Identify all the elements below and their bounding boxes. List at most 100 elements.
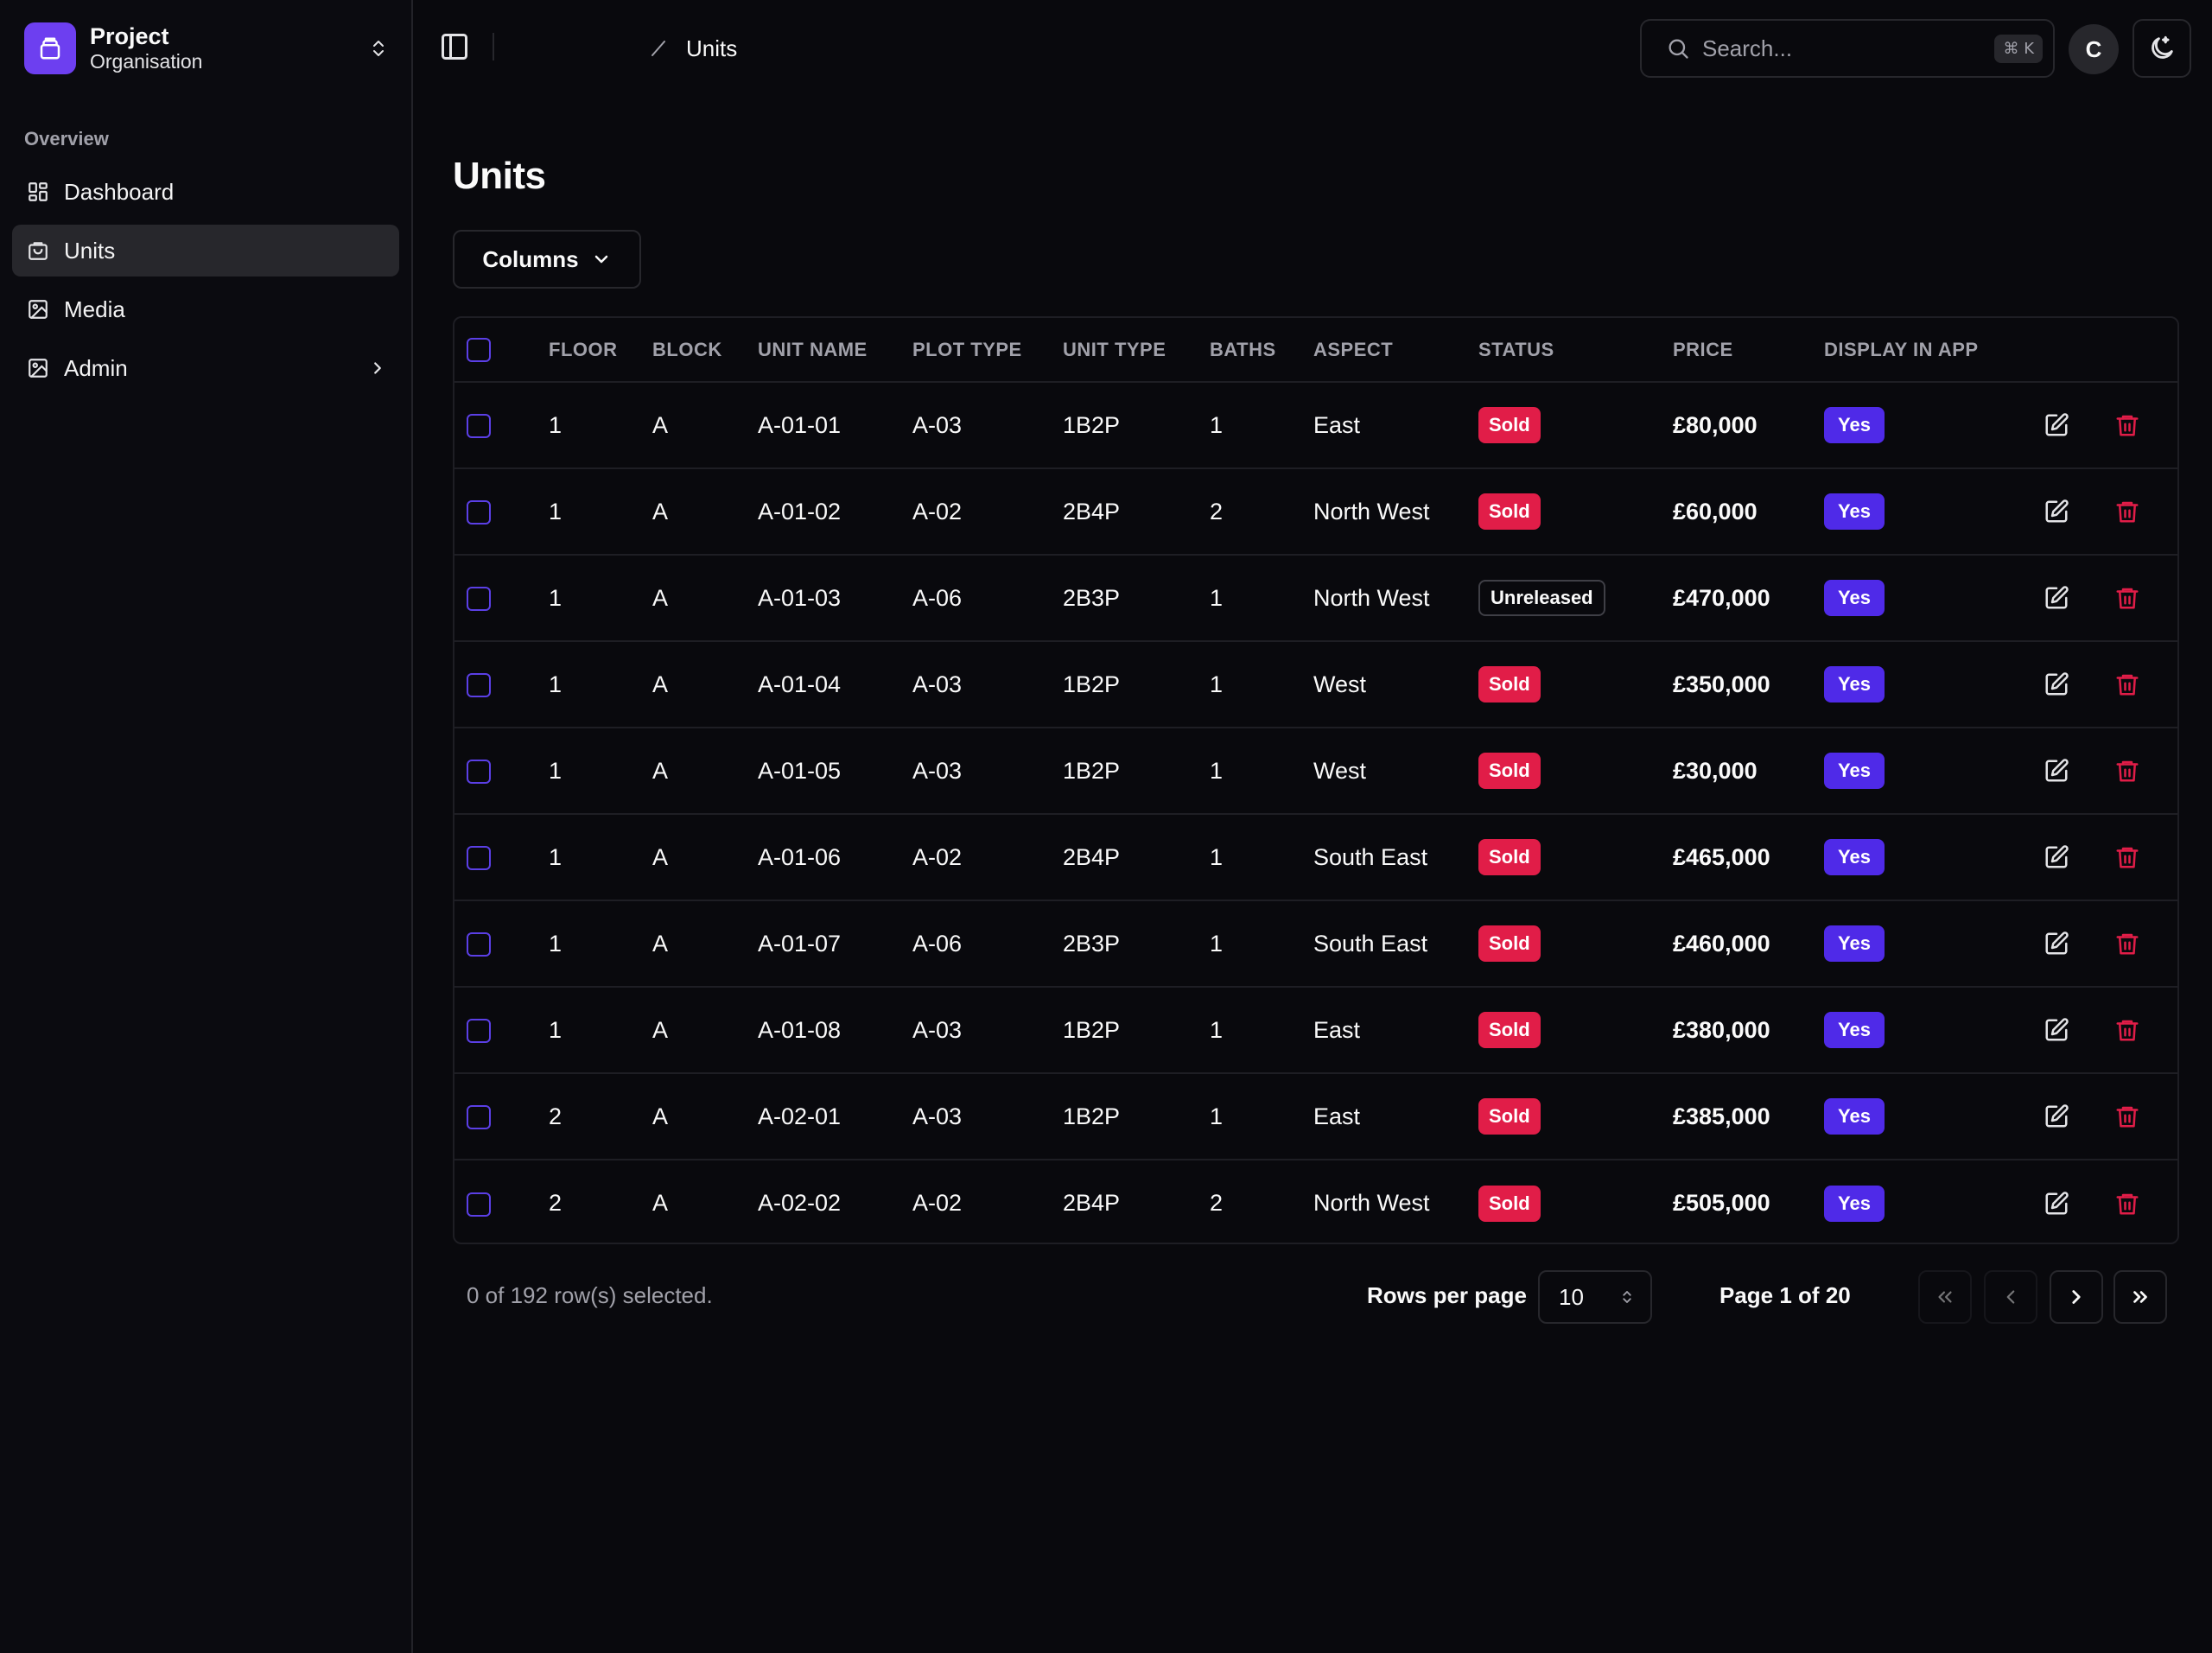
table-row[interactable]: 1 A A-01-01 A-03 1B2P 1 East Sold £80,000 Yes	[454, 382, 2177, 469]
status-badge: Sold	[1478, 925, 1541, 962]
column-header-baths[interactable]: BATHS	[1209, 318, 1313, 383]
first-page-button[interactable]	[1918, 1270, 1972, 1324]
org-name: Project	[90, 23, 169, 49]
avatar[interactable]: C	[2069, 24, 2119, 74]
table-row[interactable]: 1 A A-01-03 A-06 2B3P 1 North West Unreleased £4…	[454, 555, 2177, 642]
breadcrumb-separator-icon	[648, 38, 669, 59]
display-in-app-badge: Yes	[1824, 407, 1885, 443]
cell-unit-name: A-01-05	[757, 728, 912, 815]
edit-icon[interactable]	[2044, 844, 2069, 870]
select-all-checkbox[interactable]	[467, 337, 491, 362]
sidebar-item-units[interactable]: Units	[12, 225, 399, 277]
cell-unit-name: A-01-06	[757, 814, 912, 901]
cell-plot-type: A-03	[912, 641, 1062, 728]
edit-icon[interactable]	[2044, 1103, 2069, 1129]
delete-icon[interactable]	[2114, 671, 2140, 697]
sidebar-item-dashboard[interactable]: Dashboard	[12, 166, 399, 218]
delete-icon[interactable]	[2114, 585, 2140, 611]
edit-icon[interactable]	[2044, 499, 2069, 525]
table-row[interactable]: 1 A A-01-04 A-03 1B2P 1 West Sold £350,000 Yes	[454, 641, 2177, 728]
cell-floor: 2	[548, 1073, 652, 1160]
table-row[interactable]: 1 A A-01-05 A-03 1B2P 1 West Sold £30,000 Yes	[454, 728, 2177, 815]
column-header-block[interactable]: BLOCK	[652, 318, 757, 383]
column-header-unit-type[interactable]: UNIT TYPE	[1062, 318, 1209, 383]
row-checkbox[interactable]	[467, 587, 491, 612]
table-row[interactable]: 1 A A-01-08 A-03 1B2P 1 East Sold £380,000 Yes	[454, 987, 2177, 1074]
breadcrumb-current[interactable]: Units	[686, 35, 738, 61]
cell-price: £460,000	[1672, 900, 1823, 988]
rows-per-page-select[interactable]: 10	[1538, 1270, 1652, 1324]
cell-unit-name: A-01-01	[757, 382, 912, 469]
row-checkbox[interactable]	[467, 1192, 491, 1217]
sidebar-item-label: Admin	[64, 354, 128, 381]
table-row[interactable]: 1 A A-01-07 A-06 2B3P 1 South East Sold £460,000…	[454, 900, 2177, 988]
edit-icon[interactable]	[2044, 931, 2069, 957]
delete-icon[interactable]	[2114, 931, 2140, 957]
column-header-status[interactable]: STATUS	[1478, 318, 1672, 383]
organisation-switcher[interactable]: Project Organisation	[24, 21, 392, 76]
status-badge: Sold	[1478, 493, 1541, 530]
row-checkbox[interactable]	[467, 500, 491, 525]
delete-icon[interactable]	[2114, 758, 2140, 784]
column-header-display-in-app[interactable]: DISPLAY IN APP	[1823, 318, 2031, 383]
row-checkbox[interactable]	[467, 760, 491, 785]
column-header-price[interactable]: PRICE	[1672, 318, 1823, 383]
display-in-app-badge: Yes	[1824, 1098, 1885, 1135]
delete-icon[interactable]	[2114, 1103, 2140, 1129]
cell-price: £505,000	[1673, 1190, 1770, 1216]
sidebar-item-admin[interactable]: Admin	[12, 342, 399, 394]
edit-icon[interactable]	[2044, 758, 2069, 784]
row-checkbox[interactable]	[467, 846, 491, 871]
cell-aspect: North West	[1313, 468, 1478, 556]
cell-unit-name: A-02-02	[758, 1190, 842, 1216]
cell-unit-type: 1B2P	[1062, 987, 1209, 1074]
row-checkbox[interactable]	[467, 932, 491, 957]
edit-icon[interactable]	[2044, 1017, 2069, 1043]
column-header-plot-type[interactable]: PLOT TYPE	[912, 318, 1062, 383]
chevrons-up-down-icon[interactable]	[365, 31, 392, 66]
cell-floor: 1	[548, 641, 652, 728]
status-badge: Unreleased	[1478, 580, 1605, 616]
edit-icon[interactable]	[2044, 1191, 2069, 1217]
edit-icon[interactable]	[2044, 585, 2069, 611]
last-page-button[interactable]	[2113, 1270, 2167, 1324]
cell-plot-type: A-03	[912, 987, 1062, 1074]
sidebar-item-media[interactable]: Media	[12, 283, 399, 335]
row-checkbox[interactable]	[467, 1019, 491, 1044]
breadcrumb: Units	[648, 29, 737, 67]
column-header-aspect[interactable]: ASPECT	[1313, 318, 1478, 383]
cell-aspect: North West	[1313, 1190, 1430, 1216]
cell-unit-type: 1B2P	[1062, 641, 1209, 728]
cell-block: A	[652, 728, 757, 815]
delete-icon[interactable]	[2114, 412, 2140, 438]
row-checkbox[interactable]	[467, 1105, 491, 1130]
units-icon	[24, 237, 52, 264]
chevron-right-icon	[368, 359, 387, 378]
search-input[interactable]: Search... ⌘ K	[1640, 19, 2055, 78]
theme-toggle-button[interactable]	[2133, 19, 2191, 78]
table-row[interactable]: 2 A A-02-01 A-03 1B2P 1 East Sold £385,000 Yes	[454, 1073, 2177, 1160]
row-checkbox[interactable]	[467, 414, 491, 439]
status-badge: Sold	[1478, 666, 1541, 703]
row-checkbox[interactable]	[467, 673, 491, 698]
delete-icon[interactable]	[2114, 1191, 2140, 1217]
search-placeholder: Search...	[1702, 35, 1793, 61]
delete-icon[interactable]	[2114, 499, 2140, 525]
table-row[interactable]: 1 A A-01-06 A-02 2B4P 1 South East Sold £465,000…	[454, 814, 2177, 901]
delete-icon[interactable]	[2114, 1017, 2140, 1043]
cell-price: £385,000	[1672, 1073, 1823, 1160]
status-badge: Sold	[1478, 1012, 1541, 1048]
columns-dropdown-button[interactable]: Columns	[453, 230, 641, 289]
next-page-button[interactable]	[2050, 1270, 2103, 1324]
column-header-floor[interactable]: FLOOR	[548, 318, 652, 383]
sidebar-toggle-button[interactable]	[437, 29, 472, 64]
previous-page-button[interactable]	[1984, 1270, 2037, 1324]
cell-unit-name: A-02-01	[757, 1073, 912, 1160]
table-row[interactable]: 2 A A-02-02 A-02 2B4P 2 North West Sold £505,000…	[454, 1160, 2177, 1243]
cell-plot-type: A-06	[912, 555, 1062, 642]
edit-icon[interactable]	[2044, 671, 2069, 697]
table-row[interactable]: 1 A A-01-02 A-02 2B4P 2 North West Sold £60,000 Y…	[454, 468, 2177, 556]
column-header-unit-name[interactable]: UNIT NAME	[757, 318, 912, 383]
edit-icon[interactable]	[2044, 412, 2069, 438]
delete-icon[interactable]	[2114, 844, 2140, 870]
